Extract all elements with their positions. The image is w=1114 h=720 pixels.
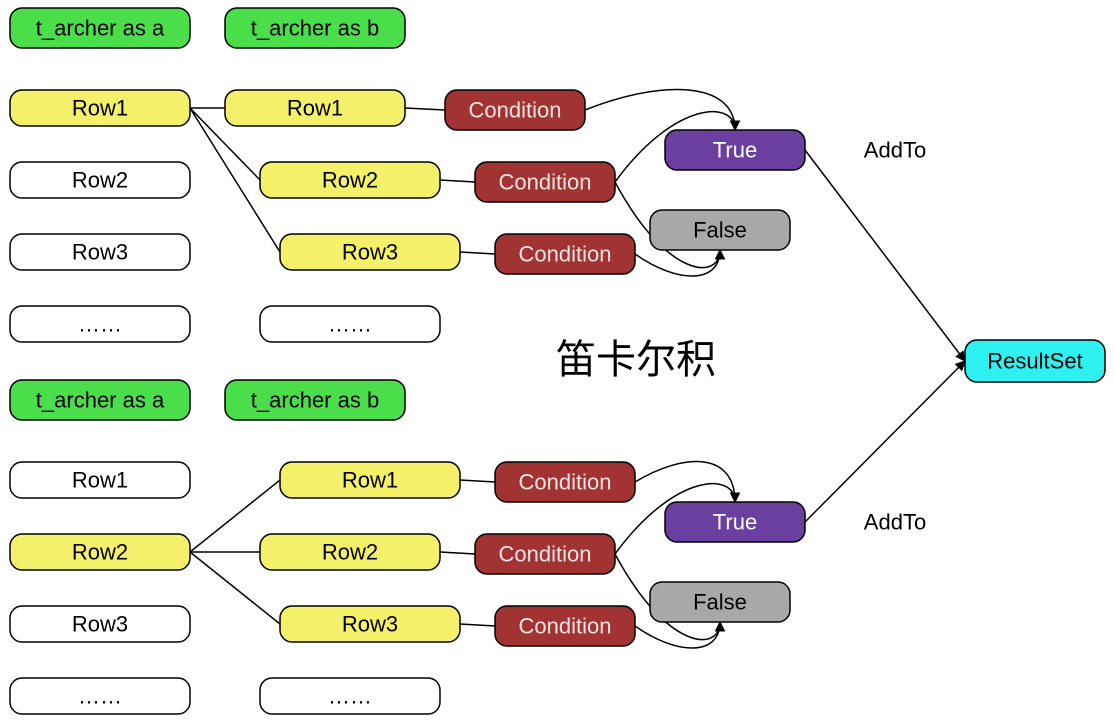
- node-a1_r1: Row1: [10, 90, 190, 126]
- edge-label: AddTo: [864, 510, 926, 535]
- node-a2_rd: ……: [10, 678, 190, 714]
- node-label: t_archer as a: [36, 388, 165, 413]
- edge: [460, 480, 495, 482]
- edge: [440, 180, 475, 182]
- node-a2_hdr: t_archer as a: [10, 380, 190, 420]
- edge-label: AddTo: [864, 138, 926, 163]
- node-label: False: [693, 218, 747, 243]
- node-a1_r3: Row3: [10, 234, 190, 270]
- node-label: Row2: [72, 540, 128, 565]
- node-label: Condition: [469, 98, 562, 123]
- node-label: ……: [328, 312, 372, 337]
- edge: [460, 252, 495, 254]
- node-b1_rd: ……: [260, 306, 440, 342]
- node-c2_1: Condition: [495, 462, 635, 502]
- node-t1: True: [665, 130, 805, 170]
- node-label: ……: [78, 312, 122, 337]
- node-a1_r2: Row2: [10, 162, 190, 198]
- node-b2_r1: Row1: [280, 462, 460, 498]
- diagram-title: 笛卡尔积: [556, 338, 716, 382]
- node-a2_r1: Row1: [10, 462, 190, 498]
- node-t2: True: [665, 502, 805, 542]
- node-c2_3: Condition: [495, 606, 635, 646]
- node-label: True: [713, 138, 757, 163]
- node-label: Row2: [72, 168, 128, 193]
- diagram-canvas: t_archer as a t_archer as b Row1 Row2 Row3 ………: [0, 0, 1114, 720]
- node-res: ResultSet: [965, 340, 1105, 382]
- node-b2_r2: Row2: [260, 534, 440, 570]
- node-c1_3: Condition: [495, 234, 635, 274]
- node-f1: False: [650, 210, 790, 250]
- node-b1_r3: Row3: [280, 234, 460, 270]
- node-c2_2: Condition: [475, 534, 615, 574]
- node-a1_rd: ……: [10, 306, 190, 342]
- node-label: ResultSet: [987, 349, 1082, 374]
- node-label: False: [693, 590, 747, 615]
- node-label: Row1: [72, 468, 128, 493]
- node-label: Condition: [519, 470, 612, 495]
- edge-arrow: [585, 90, 735, 130]
- node-label: ……: [328, 684, 372, 709]
- node-label: Row3: [72, 612, 128, 637]
- node-b1_r1: Row1: [225, 90, 405, 126]
- node-b2_rd: ……: [260, 678, 440, 714]
- node-label: t_archer as b: [251, 16, 379, 41]
- node-b2_r3: Row3: [280, 606, 460, 642]
- node-label: Row1: [72, 96, 128, 121]
- node-label: Row1: [342, 468, 398, 493]
- edge-arrow: [635, 250, 720, 276]
- node-label: Condition: [499, 542, 592, 567]
- edge-arrow: [635, 622, 720, 648]
- node-label: Row3: [342, 240, 398, 265]
- edge: [460, 624, 495, 626]
- node-label: Condition: [519, 614, 612, 639]
- node-label: Condition: [519, 242, 612, 267]
- node-label: Row2: [322, 168, 378, 193]
- node-label: t_archer as b: [251, 388, 379, 413]
- node-label: Row2: [322, 540, 378, 565]
- node-b1_r2: Row2: [260, 162, 440, 198]
- node-a2_r2: Row2: [10, 534, 190, 570]
- edge-arrow: [805, 361, 965, 522]
- node-a2_r3: Row3: [10, 606, 190, 642]
- node-b2_hdr: t_archer as b: [225, 380, 405, 420]
- edge: [405, 108, 445, 110]
- edge-arrow: [805, 150, 965, 361]
- node-b1_hdr: t_archer as b: [225, 8, 405, 48]
- node-label: ……: [78, 684, 122, 709]
- node-f2: False: [650, 582, 790, 622]
- node-c1_2: Condition: [475, 162, 615, 202]
- edge: [440, 552, 475, 554]
- node-label: Row1: [287, 96, 343, 121]
- node-label: t_archer as a: [36, 16, 165, 41]
- node-a1_hdr: t_archer as a: [10, 8, 190, 48]
- node-label: Row3: [72, 240, 128, 265]
- edge-arrow: [635, 462, 735, 502]
- node-c1_1: Condition: [445, 90, 585, 130]
- node-label: Condition: [499, 170, 592, 195]
- node-label: True: [713, 510, 757, 535]
- node-label: Row3: [342, 612, 398, 637]
